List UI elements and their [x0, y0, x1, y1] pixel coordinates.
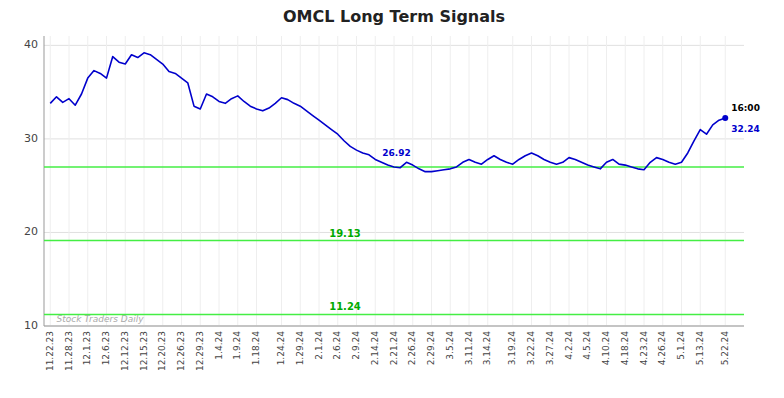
grid-line — [625, 36, 626, 326]
endpoint-price: 32.24 — [731, 124, 759, 134]
x-tick-label: 1.9.24 — [232, 331, 242, 360]
x-tick-label: 2.1.24 — [314, 331, 324, 360]
x-tick-label: 1.24.24 — [276, 331, 286, 366]
grid-line — [319, 36, 320, 326]
x-tick-label: 12.1.23 — [82, 331, 92, 365]
grid-line — [181, 36, 182, 326]
x-tick-label: 5.13.24 — [695, 331, 705, 366]
y-axis — [44, 36, 45, 326]
grid-line — [200, 36, 201, 326]
grid-line — [237, 36, 238, 326]
x-tick-label: 3.27.24 — [545, 331, 555, 366]
grid-line — [144, 36, 145, 326]
x-tick-label: 2.26.24 — [407, 331, 417, 366]
plot-area — [44, 53, 744, 315]
reference-label: 19.13 — [329, 228, 361, 239]
x-tick-label: 1.18.24 — [251, 331, 261, 366]
grid-line — [44, 326, 744, 327]
x-tick-label: 3.22.24 — [526, 331, 536, 366]
grid-line — [431, 36, 432, 326]
x-tick-label: 4.18.24 — [620, 331, 630, 366]
grid-line — [587, 36, 588, 326]
watermark: Stock Traders Daily — [57, 314, 145, 324]
grid-line — [725, 36, 726, 326]
grid-line — [125, 36, 126, 326]
x-tick-label: 4.10.24 — [601, 331, 611, 366]
y-tick-label: 30 — [24, 132, 38, 145]
x-tick-label: 2.6.24 — [332, 331, 342, 360]
x-tick-label: 11.28.23 — [64, 331, 74, 371]
x-tick-label: 12.6.23 — [101, 331, 111, 365]
grid-line — [356, 36, 357, 326]
grid-line — [550, 36, 551, 326]
x-tick-label: 3.14.24 — [482, 331, 492, 366]
chart: OMCL Long Term Signals 10 20 30 40 11.22.23 11… — [0, 0, 784, 398]
x-tick-label: 12.15.23 — [139, 331, 149, 371]
y-tick-label: 20 — [24, 225, 38, 238]
price-line — [50, 53, 725, 172]
y-tick-label: 10 — [24, 319, 38, 332]
x-tick-label: 12.12.23 — [120, 331, 130, 371]
grid-line — [512, 36, 513, 326]
x-tick-label: 12.20.23 — [157, 331, 167, 371]
grid-line — [469, 36, 470, 326]
grid-line — [219, 36, 220, 326]
grid-line — [281, 36, 282, 326]
reference-line — [44, 240, 744, 242]
grid-line — [337, 36, 338, 326]
grid-line — [106, 36, 107, 326]
x-tick-label: 1.4.24 — [214, 331, 224, 360]
x-tick-label: 12.29.23 — [195, 331, 205, 371]
grid-line — [531, 36, 532, 326]
grid — [44, 36, 744, 326]
x-tick-label: 2.14.24 — [370, 331, 380, 366]
grid-line — [256, 36, 257, 326]
grid-line — [569, 36, 570, 326]
grid-line — [412, 36, 413, 326]
x-tick-label: 5.1.24 — [676, 331, 686, 360]
x-axis — [44, 326, 744, 327]
x-tick-label: 1.29.24 — [295, 331, 305, 366]
x-tick-label: 5.22.24 — [720, 331, 730, 366]
x-tick-label: 2.29.24 — [426, 331, 436, 366]
x-tick-label: 2.21.24 — [389, 331, 399, 366]
grid-line — [69, 36, 70, 326]
x-tick-label: 4.26.24 — [657, 331, 667, 366]
grid-line — [700, 36, 701, 326]
grid-line — [487, 36, 488, 326]
x-tick-label: 4.23.24 — [639, 331, 649, 366]
x-tick-label: 12.26.23 — [176, 331, 186, 371]
grid-line — [300, 36, 301, 326]
grid-line — [644, 36, 645, 326]
x-tick-label: 4.5.24 — [582, 331, 592, 360]
title: OMCL Long Term Signals — [283, 7, 505, 26]
y-tick-label: 40 — [24, 38, 38, 51]
endpoint-time: 16:00 — [731, 103, 760, 113]
x-tick-label: 3.19.24 — [507, 331, 517, 366]
grid-line — [450, 36, 451, 326]
grid-line — [606, 36, 607, 326]
x-tick-label: 11.22.23 — [45, 331, 55, 371]
grid-line — [662, 36, 663, 326]
x-tick-label: 3.11.24 — [464, 331, 474, 366]
grid-line — [50, 36, 51, 326]
reference-line — [44, 314, 744, 316]
grid-line — [375, 36, 376, 326]
grid-line — [162, 36, 163, 326]
annotation: 26.92 — [382, 148, 410, 158]
x-tick-label: 2.9.24 — [351, 331, 361, 360]
reference-label: 11.24 — [329, 301, 361, 312]
x-tick-label: 4.2.24 — [564, 331, 574, 360]
page: {"chart_data": { "type": "line", "title"… — [0, 0, 784, 398]
x-tick-label: 3.5.24 — [445, 331, 455, 360]
endpoint-marker — [722, 115, 728, 121]
grid-line — [681, 36, 682, 326]
grid-line — [394, 36, 395, 326]
